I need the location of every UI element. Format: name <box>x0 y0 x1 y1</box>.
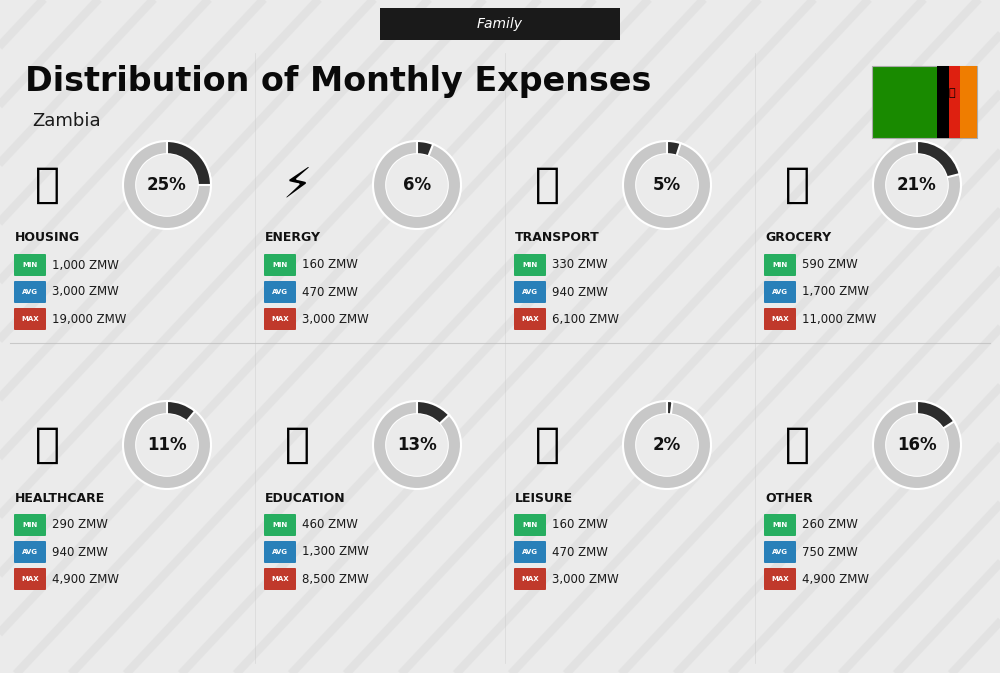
Text: 11,000 ZMW: 11,000 ZMW <box>802 312 876 326</box>
Text: MAX: MAX <box>21 576 39 582</box>
FancyBboxPatch shape <box>14 514 46 536</box>
Text: MIN: MIN <box>522 522 538 528</box>
Wedge shape <box>417 401 449 424</box>
FancyBboxPatch shape <box>949 66 960 138</box>
Text: MAX: MAX <box>271 316 289 322</box>
Text: MAX: MAX <box>521 316 539 322</box>
FancyBboxPatch shape <box>764 541 796 563</box>
Text: HEALTHCARE: HEALTHCARE <box>15 491 105 505</box>
FancyBboxPatch shape <box>14 541 46 563</box>
Text: 290 ZMW: 290 ZMW <box>52 518 108 532</box>
Text: AVG: AVG <box>522 289 538 295</box>
Text: 🎓: 🎓 <box>285 424 310 466</box>
Text: 🛒: 🛒 <box>785 164 810 206</box>
FancyBboxPatch shape <box>514 568 546 590</box>
Text: 3,000 ZMW: 3,000 ZMW <box>302 312 369 326</box>
Text: OTHER: OTHER <box>765 491 813 505</box>
Circle shape <box>386 414 448 476</box>
Text: MIN: MIN <box>22 262 38 268</box>
Text: 470 ZMW: 470 ZMW <box>302 285 358 299</box>
Wedge shape <box>873 401 961 489</box>
Text: ENERGY: ENERGY <box>265 232 321 244</box>
Wedge shape <box>123 141 211 229</box>
FancyBboxPatch shape <box>764 568 796 590</box>
Wedge shape <box>167 141 211 185</box>
Text: AVG: AVG <box>522 549 538 555</box>
Circle shape <box>386 154 448 216</box>
Text: EDUCATION: EDUCATION <box>265 491 346 505</box>
Text: 🚌: 🚌 <box>535 164 560 206</box>
Text: 8,500 ZMW: 8,500 ZMW <box>302 573 369 586</box>
Text: 160 ZMW: 160 ZMW <box>302 258 358 271</box>
Text: Zambia: Zambia <box>32 112 101 130</box>
Text: 🏥: 🏥 <box>34 424 59 466</box>
FancyBboxPatch shape <box>264 541 296 563</box>
FancyBboxPatch shape <box>14 254 46 276</box>
FancyBboxPatch shape <box>514 541 546 563</box>
Text: 940 ZMW: 940 ZMW <box>552 285 608 299</box>
Text: 4,900 ZMW: 4,900 ZMW <box>52 573 119 586</box>
Wedge shape <box>373 401 461 489</box>
FancyBboxPatch shape <box>514 514 546 536</box>
Text: 260 ZMW: 260 ZMW <box>802 518 858 532</box>
Text: AVG: AVG <box>22 549 38 555</box>
Text: 6%: 6% <box>403 176 431 194</box>
FancyBboxPatch shape <box>264 514 296 536</box>
FancyBboxPatch shape <box>937 66 949 138</box>
FancyBboxPatch shape <box>764 281 796 303</box>
Text: 590 ZMW: 590 ZMW <box>802 258 858 271</box>
FancyBboxPatch shape <box>14 568 46 590</box>
Text: 🏢: 🏢 <box>34 164 59 206</box>
Text: 19,000 ZMW: 19,000 ZMW <box>52 312 126 326</box>
Text: 470 ZMW: 470 ZMW <box>552 546 608 559</box>
Text: 5%: 5% <box>653 176 681 194</box>
Circle shape <box>636 414 698 476</box>
Text: MIN: MIN <box>772 262 788 268</box>
Circle shape <box>136 414 198 476</box>
FancyBboxPatch shape <box>872 66 977 138</box>
Text: 💰: 💰 <box>785 424 810 466</box>
Text: Family: Family <box>477 17 523 31</box>
Text: HOUSING: HOUSING <box>15 232 80 244</box>
Text: 4,900 ZMW: 4,900 ZMW <box>802 573 869 586</box>
FancyBboxPatch shape <box>264 254 296 276</box>
FancyBboxPatch shape <box>14 308 46 330</box>
Text: MAX: MAX <box>21 316 39 322</box>
Text: 6,100 ZMW: 6,100 ZMW <box>552 312 619 326</box>
Wedge shape <box>917 401 954 429</box>
Text: 3,000 ZMW: 3,000 ZMW <box>552 573 619 586</box>
Text: 13%: 13% <box>397 436 437 454</box>
Wedge shape <box>667 141 681 155</box>
Text: 160 ZMW: 160 ZMW <box>552 518 608 532</box>
Text: 🛍: 🛍 <box>535 424 560 466</box>
Circle shape <box>136 154 198 216</box>
Text: 750 ZMW: 750 ZMW <box>802 546 858 559</box>
Text: ⚡: ⚡ <box>282 164 312 206</box>
FancyBboxPatch shape <box>764 254 796 276</box>
Wedge shape <box>167 401 195 421</box>
Text: MIN: MIN <box>22 522 38 528</box>
Wedge shape <box>667 401 673 415</box>
Wedge shape <box>917 141 960 178</box>
FancyBboxPatch shape <box>14 281 46 303</box>
Text: Distribution of Monthly Expenses: Distribution of Monthly Expenses <box>25 65 651 98</box>
FancyBboxPatch shape <box>764 308 796 330</box>
Text: 460 ZMW: 460 ZMW <box>302 518 358 532</box>
Text: MAX: MAX <box>521 576 539 582</box>
Text: AVG: AVG <box>772 289 788 295</box>
FancyBboxPatch shape <box>960 66 977 138</box>
Text: MIN: MIN <box>272 522 288 528</box>
Text: GROCERY: GROCERY <box>765 232 831 244</box>
Text: 1,300 ZMW: 1,300 ZMW <box>302 546 369 559</box>
Circle shape <box>886 414 948 476</box>
Text: MIN: MIN <box>522 262 538 268</box>
FancyBboxPatch shape <box>764 514 796 536</box>
FancyBboxPatch shape <box>514 254 546 276</box>
Text: 330 ZMW: 330 ZMW <box>552 258 608 271</box>
Text: AVG: AVG <box>22 289 38 295</box>
Text: 21%: 21% <box>897 176 937 194</box>
Text: 1,000 ZMW: 1,000 ZMW <box>52 258 119 271</box>
Text: MAX: MAX <box>771 576 789 582</box>
Text: 11%: 11% <box>147 436 187 454</box>
